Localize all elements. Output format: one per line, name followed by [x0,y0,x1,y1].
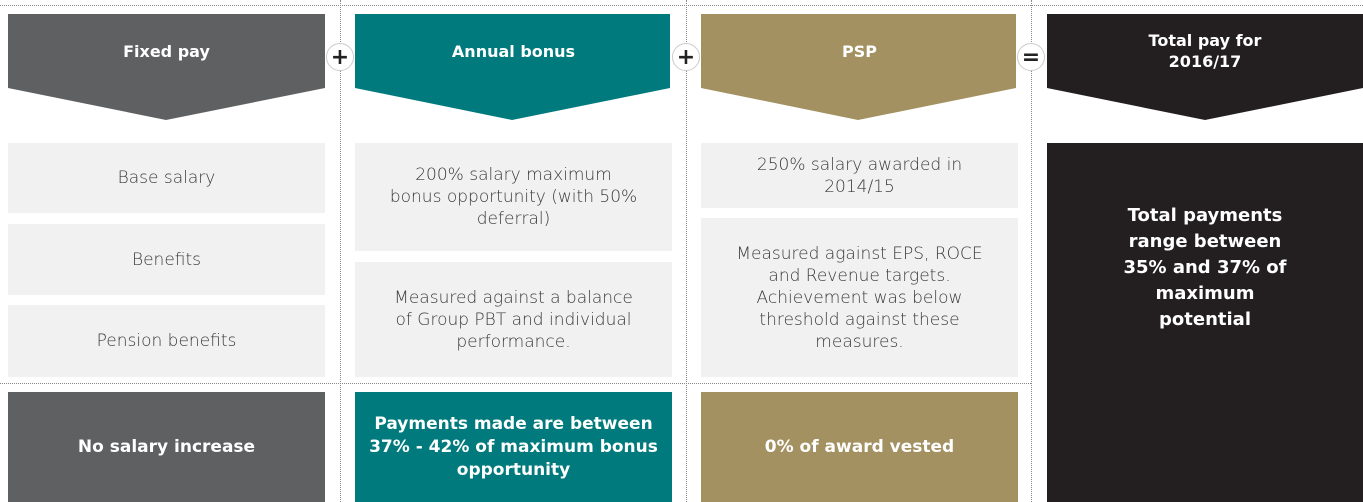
divider [340,0,341,502]
headers [8,14,1363,120]
component-box: 200% salary maximum bonus opportunity (w… [355,143,672,251]
component-box: Benefits [8,224,325,295]
component-box: Measured against a balance of Group PBT … [355,262,672,377]
divider [0,383,1031,384]
total-header: Total pay for 2016/17 [1148,31,1262,71]
operator: + [672,43,700,71]
component-box: Base salary [8,143,325,213]
column-header: Annual bonus [451,41,576,61]
header-shape [1047,14,1363,120]
column-header: Fixed pay [123,41,210,61]
result-box: Payments made are between 37% - 42% of m… [355,392,672,502]
header-shape [701,14,1016,120]
column-header: PSP [842,41,877,61]
component-box: Measured against EPS, ROCE and Revenue t… [701,218,1018,377]
operator: + [326,43,354,71]
divider [1031,0,1032,502]
header-shape [355,14,670,120]
component-box: 250% salary awarded in 2014/15 [701,143,1018,208]
divider [686,0,687,502]
component-box: Pension benefits [8,305,325,377]
result-box: No salary increase [8,392,325,502]
operator: = [1017,43,1045,71]
total-box: Total payments range between 35% and 37%… [1047,143,1363,502]
result-box: 0% of award vested [701,392,1018,502]
header-shape [8,14,325,120]
divider [0,5,1363,6]
